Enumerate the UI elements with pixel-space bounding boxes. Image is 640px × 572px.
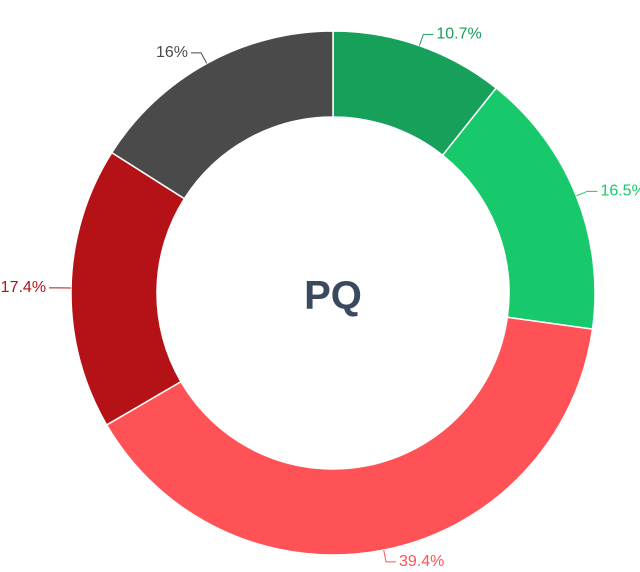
leader-line [190,52,208,64]
donut-segment [70,151,186,426]
leader-line [383,549,397,563]
data-label: 16% [156,44,188,61]
leader-line [576,190,598,197]
data-label: 10.7% [436,26,481,43]
data-label: 17.4% [1,279,46,296]
chart-title: PQ [304,274,362,318]
data-label: 39.4% [399,553,444,570]
donut-segment [105,316,594,556]
data-label: 16.5% [600,183,640,200]
leader-line [418,33,434,46]
donut-segment [110,30,334,200]
